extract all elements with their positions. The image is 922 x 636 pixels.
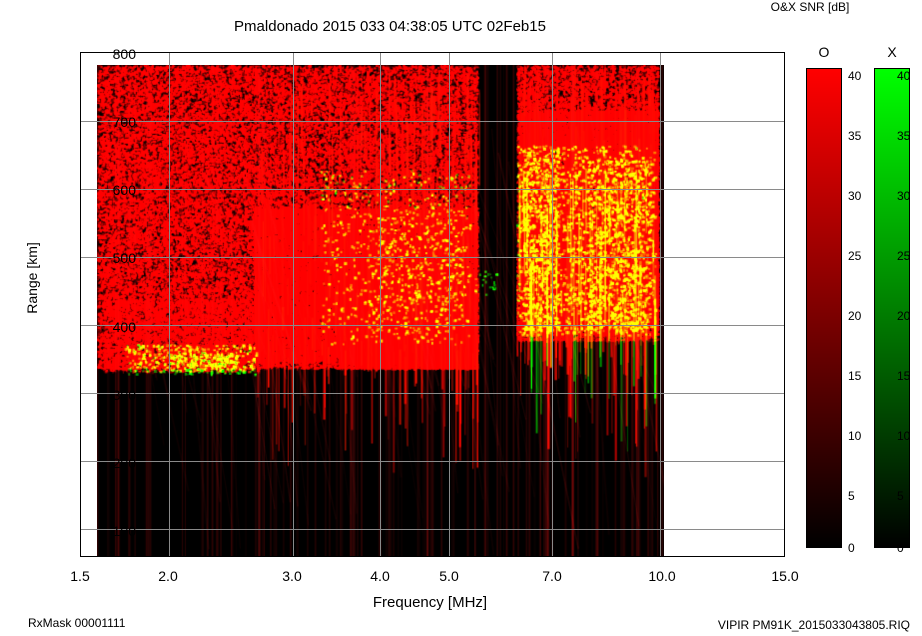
colorbar-x-tick-5: 5 — [897, 489, 904, 503]
ytick-label-700: 700 — [76, 114, 136, 130]
colorbar-o-tick-40: 40 — [848, 69, 861, 83]
xtick-label-3-0: 3.0 — [262, 568, 322, 584]
colorbar-o-tick-35: 35 — [848, 129, 861, 143]
ytick-label-500: 500 — [76, 250, 136, 266]
gridline-x-3 — [293, 53, 294, 556]
gridline-y-100 — [81, 529, 784, 530]
colorbar-x-tick-35: 35 — [897, 129, 910, 143]
colorbar-o-tick-20: 20 — [848, 309, 861, 323]
source-file-footer: VIPIR PM91K_2015033043805.RIQ — [560, 618, 910, 632]
colorbar-o-tick-25: 25 — [848, 249, 861, 263]
colorbar-x-tick-15: 15 — [897, 369, 910, 383]
colorbar-o — [806, 68, 842, 548]
xtick-label-2-0: 2.0 — [138, 568, 198, 584]
colorbar-o-tick-5: 5 — [848, 489, 855, 503]
ytick-label-600: 600 — [76, 182, 136, 198]
colorbar-o-tick-10: 10 — [848, 429, 861, 443]
ionogram-plot — [80, 52, 785, 557]
ytick-label-800: 800 — [76, 46, 136, 62]
xtick-label-4-0: 4.0 — [350, 568, 410, 584]
colorbar-o-title: O — [806, 44, 842, 60]
colorbar-o-tick-15: 15 — [848, 369, 861, 383]
page-title: Pmaldonado 2015 033 04:38:05 UTC 02Feb15 — [0, 18, 780, 35]
xtick-label-5-0: 5.0 — [419, 568, 479, 584]
gridline-y-700 — [81, 121, 784, 122]
plot-inner-area — [81, 53, 784, 556]
gridline-x-10 — [660, 53, 661, 556]
gridline-y-500 — [81, 257, 784, 258]
gridline-x-5 — [449, 53, 450, 556]
colorbar-x-tick-30: 30 — [897, 189, 910, 203]
gridline-y-600 — [81, 189, 784, 190]
colorbar-x-tick-10: 10 — [897, 429, 910, 443]
gridline-x-4 — [380, 53, 381, 556]
colorbar-x-title: X — [874, 44, 910, 60]
gridline-x-2 — [169, 53, 170, 556]
gridline-y-400 — [81, 325, 784, 326]
colorbar-o-tick-0: 0 — [848, 541, 855, 555]
gridline-y-300 — [81, 393, 784, 394]
ytick-label-200: 200 — [76, 455, 136, 471]
colorbar-x-tick-0: 0 — [897, 541, 904, 555]
xtick-label-7-0: 7.0 — [522, 568, 582, 584]
xtick-label-15-0: 15.0 — [755, 568, 815, 584]
xtick-label-10-0: 10.0 — [632, 568, 692, 584]
colorbar-header-label: O&X SNR [dB] — [700, 0, 920, 14]
gridline-x-7 — [552, 53, 553, 556]
colorbar-x-tick-40: 40 — [897, 69, 910, 83]
rxmask-footer: RxMask 00001111 — [28, 616, 125, 630]
colorbar-x-tick-25: 25 — [897, 249, 910, 263]
colorbar-x-tick-20: 20 — [897, 309, 910, 323]
ytick-label-100: 100 — [76, 523, 136, 539]
ytick-label-400: 400 — [76, 319, 136, 335]
y-axis-label: Range [km] — [24, 218, 40, 338]
ytick-label-300: 300 — [76, 387, 136, 403]
xtick-label-1-5: 1.5 — [50, 568, 110, 584]
gridline-y-200 — [81, 461, 784, 462]
x-axis-label: Frequency [MHz] — [200, 594, 660, 611]
colorbar-o-tick-30: 30 — [848, 189, 861, 203]
